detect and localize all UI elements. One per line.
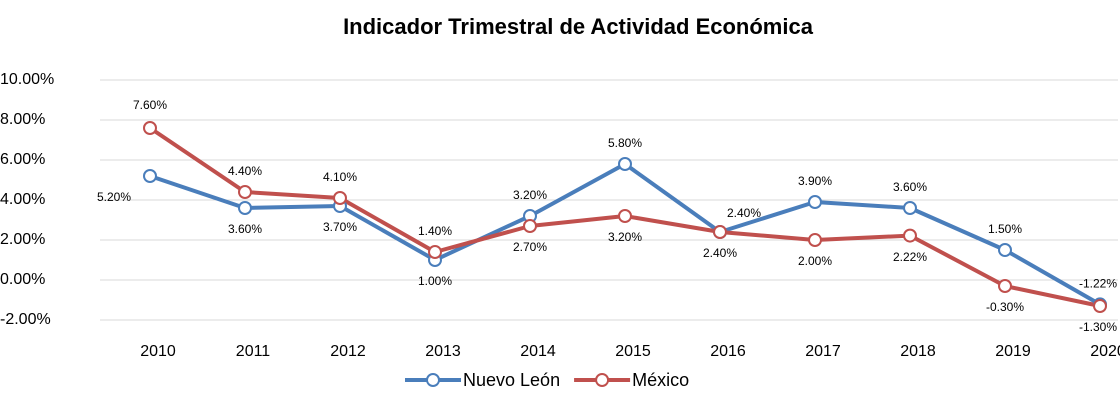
x-tick-label: 2019 <box>995 343 1031 360</box>
x-tick-label: 2010 <box>140 343 176 360</box>
point <box>713 225 727 239</box>
value-label: -1.22% <box>1079 277 1117 291</box>
value-label: 3.20% <box>513 188 547 202</box>
value-label: 1.50% <box>988 222 1022 236</box>
point <box>428 245 442 259</box>
y-tick-label: 4.00% <box>0 191 45 208</box>
chart-title: Indicador Trimestral de Actividad Económ… <box>343 14 814 39</box>
value-label: 1.00% <box>418 274 452 288</box>
point <box>523 219 537 233</box>
x-tick-label: 2016 <box>710 343 746 360</box>
point <box>143 169 157 183</box>
x-tick-label: 2015 <box>615 343 651 360</box>
legend-marker <box>595 373 610 387</box>
value-label: 7.60% <box>133 98 167 112</box>
point <box>618 209 632 223</box>
point <box>903 201 917 215</box>
point <box>618 157 632 171</box>
y-tick-label: 8.00% <box>0 111 45 128</box>
point <box>143 121 157 135</box>
value-label: 2.40% <box>703 246 737 260</box>
point <box>998 279 1012 293</box>
value-label: 4.40% <box>228 164 262 178</box>
x-tick-label: 2017 <box>805 343 841 360</box>
value-label: 2.22% <box>893 250 927 264</box>
point <box>808 233 822 247</box>
y-tick-label: 6.00% <box>0 151 45 168</box>
value-label: -0.30% <box>986 300 1024 314</box>
value-label: 1.40% <box>418 224 452 238</box>
value-label: 2.00% <box>798 254 832 268</box>
value-label: 3.60% <box>893 180 927 194</box>
value-label: 3.20% <box>608 230 642 244</box>
legend-label: Nuevo León <box>463 370 560 390</box>
y-tick-label: -2.00% <box>0 311 51 328</box>
x-tick-label: 2020 <box>1090 343 1120 360</box>
legend-marker <box>426 373 440 387</box>
x-tick-label: 2013 <box>425 343 461 360</box>
x-tick-label: 2011 <box>236 343 271 360</box>
value-label: 5.80% <box>608 136 642 150</box>
value-label: 2.70% <box>513 240 547 254</box>
x-tick-label: 2018 <box>900 343 936 360</box>
value-label: 3.90% <box>798 174 832 188</box>
y-tick-label: 2.00% <box>0 231 45 248</box>
value-label: 5.20% <box>97 190 131 204</box>
point <box>333 191 347 205</box>
value-label: 4.10% <box>323 170 357 184</box>
point <box>903 228 917 243</box>
point <box>238 185 252 199</box>
value-label: 2.40% <box>727 206 761 220</box>
point <box>998 243 1012 257</box>
point <box>238 201 252 215</box>
point <box>808 195 822 209</box>
x-tick-label: 2014 <box>520 343 556 360</box>
legend-label: México <box>632 370 689 390</box>
value-label: -1.30% <box>1079 320 1117 334</box>
value-label: 3.60% <box>228 222 262 236</box>
value-label: 3.70% <box>323 220 357 234</box>
x-tick-label: 2012 <box>330 343 366 360</box>
point <box>1093 299 1107 313</box>
y-tick-label: 0.00% <box>0 271 45 288</box>
y-tick-label: 10.00% <box>0 71 54 88</box>
